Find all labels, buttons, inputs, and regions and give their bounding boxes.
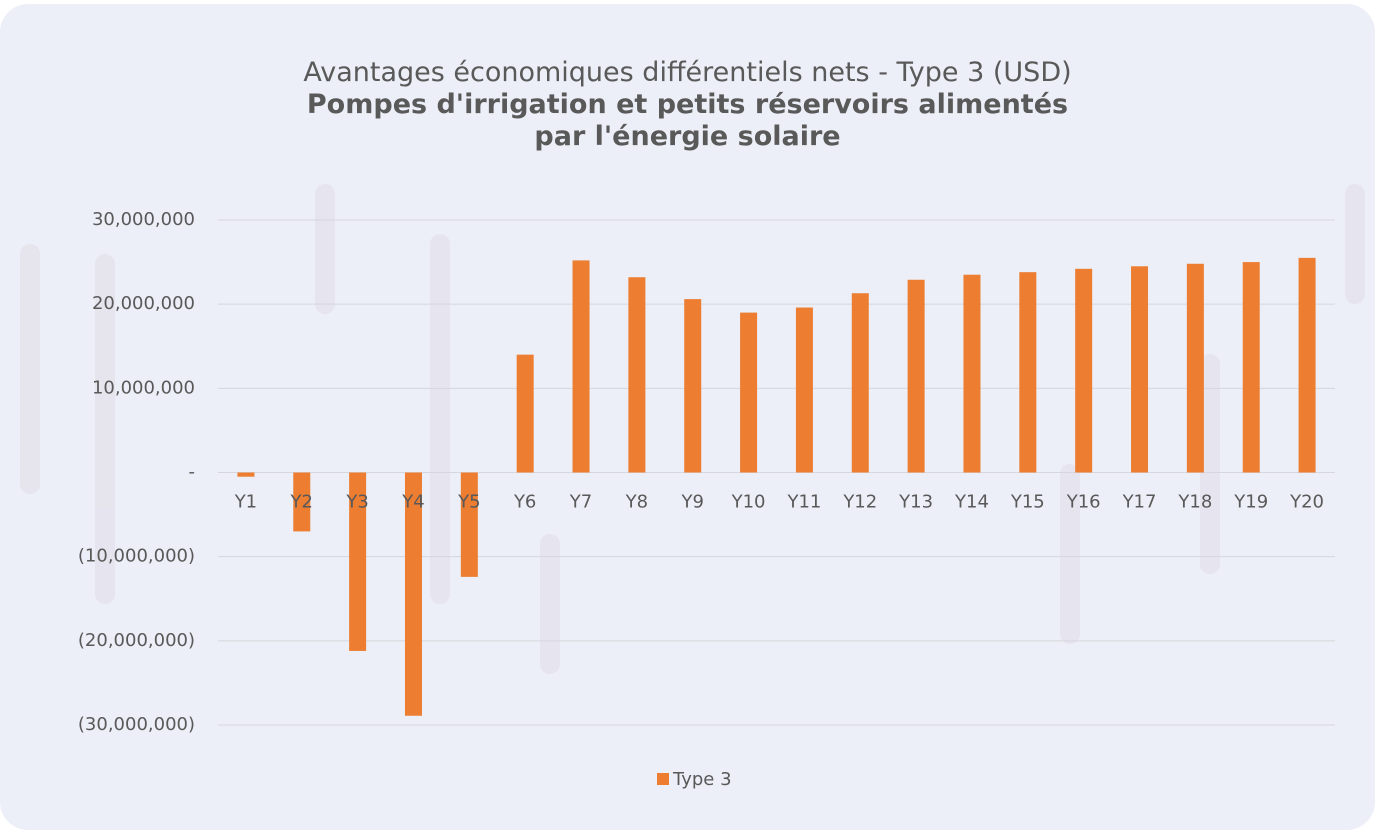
bar	[1243, 262, 1260, 472]
bar	[237, 473, 254, 477]
x-tick-label: Y17	[1122, 492, 1157, 513]
x-tick-label: Y6	[513, 492, 536, 513]
x-tick-label: Y18	[1177, 492, 1212, 513]
bar	[628, 277, 645, 472]
chart-card: Avantages économiques différentiels nets…	[0, 4, 1375, 830]
bar	[1019, 272, 1036, 472]
legend-label: Type 3	[672, 769, 732, 790]
x-tick-label: Y13	[898, 492, 933, 513]
x-tick-label: Y9	[680, 492, 703, 513]
x-tick-label: Y2	[290, 492, 313, 513]
bar	[573, 260, 590, 472]
x-tick-label: Y1	[234, 492, 257, 513]
bar	[1187, 264, 1204, 473]
x-tick-label: Y5	[457, 492, 480, 513]
x-tick-label: Y14	[954, 492, 989, 513]
bar	[963, 275, 980, 473]
bar	[684, 299, 701, 472]
x-tick-label: Y19	[1233, 492, 1268, 513]
chart: (30,000,000) (20,000,000) (10,000,000) - 10,…	[0, 4, 1375, 830]
x-tick-label: Y16	[1066, 492, 1101, 513]
bar	[908, 280, 925, 473]
bar	[1131, 266, 1148, 472]
x-tick-label: Y15	[1010, 492, 1045, 513]
legend-swatch	[657, 773, 669, 785]
bar	[1299, 258, 1316, 473]
x-tick-label: Y8	[625, 492, 648, 513]
x-tick-label: Y20	[1289, 492, 1324, 513]
bar	[461, 473, 478, 577]
x-tick-label: Y11	[786, 492, 821, 513]
y-tick-label: -	[189, 462, 196, 483]
y-tick-label: (30,000,000)	[78, 714, 195, 735]
y-tick-label: 30,000,000	[92, 209, 195, 230]
y-tick-label: (20,000,000)	[78, 630, 195, 651]
bar	[796, 308, 813, 473]
x-tick-label: Y7	[569, 492, 592, 513]
bar	[852, 293, 869, 472]
x-tick-label: Y12	[842, 492, 877, 513]
x-tick-label: Y4	[401, 492, 424, 513]
y-tick-label: 20,000,000	[92, 293, 195, 314]
x-tick-label: Y10	[731, 492, 766, 513]
y-tick-label: 10,000,000	[92, 377, 195, 398]
bar	[517, 355, 534, 473]
x-tick-label: Y3	[345, 492, 368, 513]
bar	[1075, 269, 1092, 473]
bar	[740, 313, 757, 473]
y-tick-label: (10,000,000)	[78, 546, 195, 567]
